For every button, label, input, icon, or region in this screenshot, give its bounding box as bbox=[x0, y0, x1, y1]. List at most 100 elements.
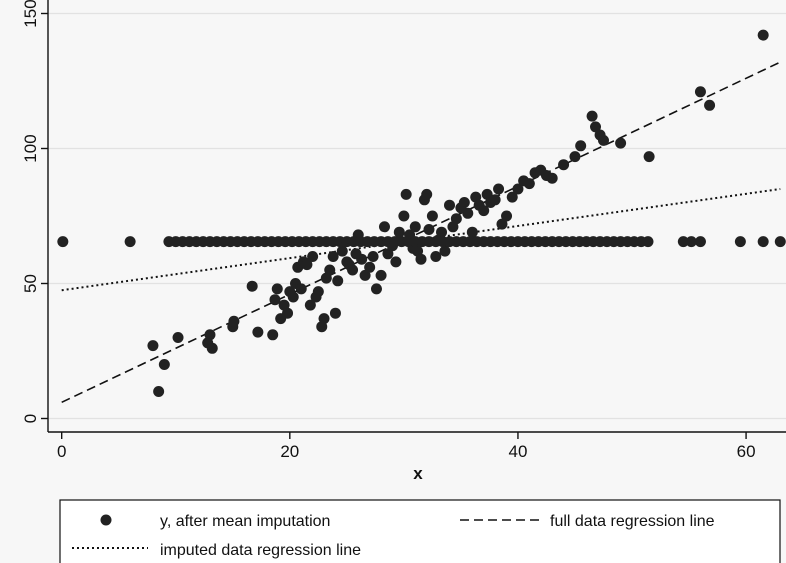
data-point bbox=[282, 307, 294, 319]
data-point bbox=[347, 264, 359, 276]
data-point bbox=[295, 283, 307, 295]
x-tick-label: 20 bbox=[280, 442, 299, 461]
legend-box bbox=[59, 499, 781, 563]
data-point bbox=[393, 226, 405, 238]
data-point bbox=[546, 172, 558, 184]
data-point bbox=[415, 253, 427, 265]
data-point bbox=[512, 183, 524, 195]
data-point bbox=[436, 226, 448, 238]
data-point bbox=[575, 140, 587, 152]
data-point bbox=[269, 294, 281, 306]
legend-item-full-line: full data regression line bbox=[460, 513, 715, 530]
x-tick-label: 40 bbox=[508, 442, 527, 461]
data-point bbox=[774, 236, 786, 248]
data-point bbox=[378, 221, 390, 233]
data-point bbox=[421, 188, 433, 200]
imputed-data-regression-line bbox=[61, 188, 781, 292]
data-point bbox=[493, 183, 505, 195]
regression-lines bbox=[61, 61, 781, 404]
gridlines bbox=[48, 12, 786, 420]
data-point bbox=[324, 264, 336, 276]
data-point bbox=[327, 251, 339, 262]
data-point bbox=[332, 275, 344, 287]
data-point bbox=[439, 245, 451, 257]
x-axis-ticks: 0 20 40 60 bbox=[57, 432, 756, 461]
y-tick-label: 100 bbox=[21, 134, 40, 162]
legend-item-points: y, after mean imputation bbox=[100, 513, 330, 530]
data-point bbox=[643, 151, 655, 163]
data-point bbox=[757, 29, 769, 41]
data-point bbox=[590, 121, 602, 133]
data-point bbox=[642, 236, 654, 248]
data-point bbox=[301, 259, 313, 271]
data-point bbox=[423, 224, 435, 235]
data-point bbox=[694, 86, 706, 98]
data-point bbox=[734, 236, 746, 248]
data-point bbox=[336, 245, 348, 257]
y-tick-label: 0 bbox=[21, 414, 40, 423]
data-point bbox=[496, 218, 508, 230]
data-point bbox=[359, 269, 371, 281]
data-point bbox=[462, 207, 474, 219]
data-point bbox=[558, 159, 570, 171]
x-axis-title: x bbox=[413, 464, 423, 483]
legend-label-imputed-line: imputed data regression line bbox=[160, 542, 361, 559]
data-point bbox=[124, 236, 136, 248]
data-point bbox=[409, 221, 421, 233]
data-point bbox=[206, 342, 218, 354]
data-point bbox=[489, 194, 501, 206]
data-point bbox=[375, 269, 387, 281]
data-point bbox=[228, 315, 240, 327]
data-point bbox=[246, 280, 258, 292]
data-point bbox=[478, 205, 490, 217]
data-point bbox=[172, 332, 184, 343]
data-point bbox=[318, 313, 330, 325]
data-point bbox=[267, 329, 279, 341]
data-point bbox=[287, 291, 299, 303]
data-point bbox=[356, 253, 368, 265]
data-point bbox=[586, 110, 598, 122]
data-point bbox=[704, 99, 716, 111]
data-points bbox=[57, 29, 786, 397]
data-point bbox=[147, 340, 159, 352]
data-point bbox=[426, 210, 438, 222]
data-point bbox=[158, 359, 170, 370]
data-point bbox=[271, 283, 283, 295]
x-tick-label: 60 bbox=[737, 442, 756, 461]
legend-label-points: y, after mean imputation bbox=[160, 513, 330, 530]
data-point bbox=[569, 151, 581, 163]
data-point bbox=[312, 286, 324, 298]
full-data-regression-line bbox=[61, 61, 781, 404]
data-point bbox=[307, 251, 319, 262]
data-point bbox=[501, 210, 513, 222]
data-point bbox=[57, 236, 69, 248]
data-point bbox=[400, 188, 412, 200]
data-point bbox=[597, 134, 609, 146]
data-point bbox=[444, 199, 456, 211]
data-point bbox=[398, 210, 410, 222]
data-point bbox=[685, 236, 697, 248]
data-point bbox=[329, 307, 341, 319]
data-point bbox=[615, 137, 627, 149]
data-point bbox=[371, 283, 383, 295]
data-point bbox=[450, 213, 462, 225]
data-point bbox=[367, 251, 379, 262]
data-point bbox=[466, 226, 478, 238]
data-point bbox=[506, 191, 518, 203]
data-point bbox=[757, 236, 769, 248]
legend-dot-icon bbox=[100, 514, 112, 526]
data-point bbox=[304, 299, 316, 311]
x-tick-label: 0 bbox=[57, 442, 66, 461]
legend-item-imputed-line: imputed data regression line bbox=[72, 542, 361, 559]
y-tick-label: 50 bbox=[21, 274, 40, 293]
data-point bbox=[523, 178, 535, 190]
y-axis-ticks: 0 50 100 150 bbox=[21, 0, 48, 423]
data-point bbox=[390, 256, 402, 268]
data-point bbox=[677, 236, 689, 248]
data-point bbox=[694, 236, 706, 248]
data-point bbox=[153, 386, 165, 397]
y-tick-label: 150 bbox=[21, 0, 40, 28]
plot-area bbox=[48, 0, 786, 432]
